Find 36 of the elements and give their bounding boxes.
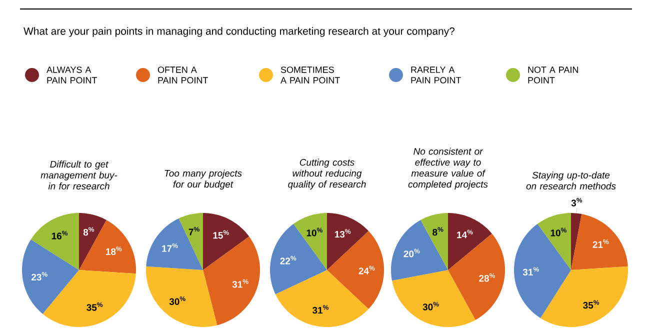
data-label: 3$^{%}$ — [571, 198, 582, 206]
data-label: 10$^{%}$ — [550, 228, 566, 236]
data-label: 16$^{%}$ — [52, 230, 68, 240]
legend-label: RARELY A PAIN POINT — [411, 66, 461, 84]
chart-title: Staying up-to-date on research methods — [526, 172, 616, 190]
data-label: 10$^{%}$ — [306, 228, 322, 236]
data-label: 24$^{%}$ — [358, 266, 375, 274]
data-label: 21$^{%}$ — [592, 239, 609, 248]
chart-title: No consistent or effective way to measure value of completed projects — [408, 148, 488, 190]
data-label: 22$^{%}$ — [280, 256, 296, 264]
legend-label: NOT A PAIN POINT — [528, 66, 578, 84]
data-label: 31$^{%}$ — [522, 266, 539, 276]
data-label: 13$^{%}$ — [334, 229, 351, 238]
text: Difficult to get management buy-in for research — [40, 160, 118, 190]
data-label: 28$^{%}$ — [479, 273, 496, 282]
data-label: 8$^{%}$ — [83, 227, 94, 236]
data-label: 14$^{%}$ — [457, 230, 473, 238]
data-label: 15$^{%}$ — [213, 230, 229, 239]
data-label: 31$^{%}$ — [312, 305, 329, 314]
chart-title: Cutting costs without reducing quality of research — [288, 158, 366, 190]
data-label: 8$^{%}$ — [432, 227, 444, 236]
data-label: 30$^{%}$ — [422, 302, 439, 310]
data-label: 30$^{%}$ — [169, 296, 186, 305]
chart-title: Too many projects for our budget — [164, 170, 242, 190]
legend-label: SOMETIMES A PAIN POINT — [280, 66, 340, 84]
data-label: 23$^{%}$ — [31, 272, 48, 281]
data-label: 35$^{%}$ — [583, 300, 600, 309]
data-label: 31$^{%}$ — [232, 279, 248, 288]
data-label: 35$^{%}$ — [86, 302, 103, 311]
text: What are your pain points in managing and conducting marketing research at your company? — [24, 27, 455, 37]
legend-label: ALWAYS A PAIN POINT — [46, 66, 97, 84]
data-label: 17$^{%}$ — [162, 243, 178, 252]
data-label: 18$^{%}$ — [106, 246, 122, 256]
data-label: 7$^{%}$ — [188, 226, 200, 236]
data-label: 20$^{%}$ — [404, 248, 420, 258]
legend-label: OFTEN A PAIN POINT — [158, 66, 208, 84]
